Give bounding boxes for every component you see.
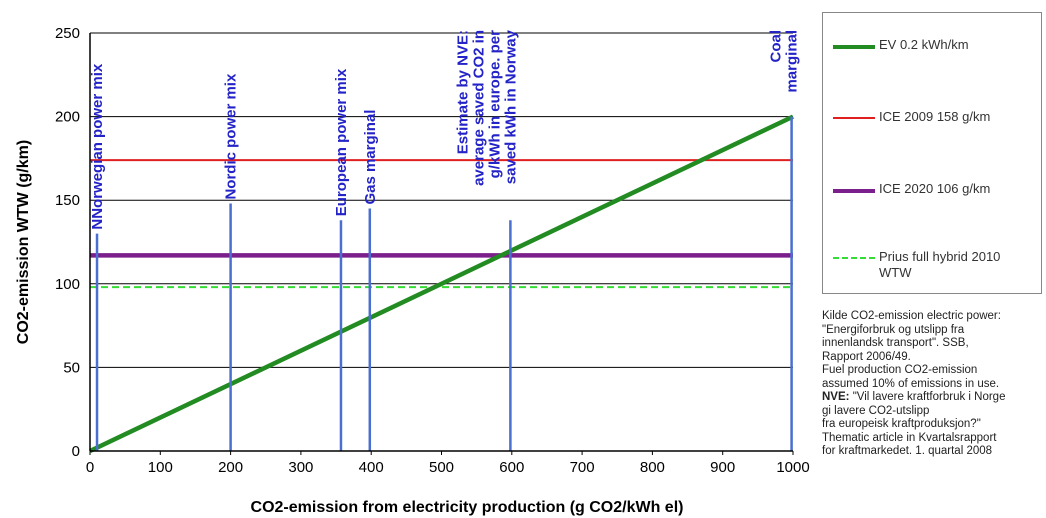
source-note-line: fra europeisk kraftproduksjon?" xyxy=(822,418,981,430)
marker-label: Estimate by NVE: xyxy=(454,30,471,154)
x-axis-title: CO2-emission from electricity production… xyxy=(251,499,684,516)
x-tick-label: 0 xyxy=(86,459,94,476)
x-tick-label: 800 xyxy=(640,459,665,476)
legend-swatch-ev xyxy=(833,45,875,49)
x-tick-label: 200 xyxy=(218,459,243,476)
source-note-line: NVE: "Vil lavere kraftforbruk i Norge xyxy=(822,391,1044,405)
source-note-text: "Vil lavere kraftforbruk i Norge xyxy=(852,391,1006,403)
series-layer xyxy=(89,114,794,454)
x-tick-label: 400 xyxy=(359,459,384,476)
legend-label: ICE 2009 158 g/km xyxy=(879,109,991,124)
x-tick-label: 300 xyxy=(288,459,313,476)
source-note-line: Rapport 2006/49. xyxy=(822,350,911,363)
legend-item-ev: EV 0.2 kWh/km xyxy=(833,37,1029,53)
nve-prefix: NVE: xyxy=(822,391,850,403)
source-note-line: "Energiforbruk og utslipp fra xyxy=(822,323,965,336)
x-tick-label: 900 xyxy=(710,459,735,476)
y-tick-label: 150 xyxy=(55,192,80,209)
y-tick-label: 50 xyxy=(63,359,80,376)
y-tick-label: 0 xyxy=(72,443,80,460)
y-axis-title: CO2-emission WTW (g/km) xyxy=(15,140,32,344)
marker-label: NNorwegian power mix xyxy=(89,63,106,230)
grid-lines xyxy=(90,32,793,368)
source-note-line: gi lavere CO2-utslipp xyxy=(822,404,930,417)
legend-label: ICE 2020 106 g/km xyxy=(879,181,991,196)
source-note: Kilde CO2-emission electric power: "Ener… xyxy=(822,310,1044,459)
x-tick-label: 1000 xyxy=(776,459,809,476)
legend-item-ice-2020: ICE 2020 106 g/km xyxy=(833,181,1029,197)
legend-item-ice-2009: ICE 2009 158 g/km xyxy=(833,109,1029,125)
source-note-line: Fuel production CO2-emission xyxy=(822,364,978,376)
marker-label: Coal xyxy=(768,30,785,63)
source-note-line: for kraftmarkedet. 1. quartal 2008 xyxy=(822,445,993,457)
marker-label: average saved CO2 in xyxy=(470,30,487,186)
x-tick-label: 100 xyxy=(148,459,173,476)
legend-item-prius: Prius full hybrid 2010 WTW xyxy=(833,249,1029,281)
source-note-line: assumed 10% of emissions in use. xyxy=(822,377,1000,390)
y-tick-label: 100 xyxy=(55,276,80,293)
x-tick-label: 600 xyxy=(499,459,524,476)
series-line xyxy=(89,114,794,454)
legend: EV 0.2 kWh/km ICE 2009 158 g/km ICE 2020… xyxy=(822,12,1042,294)
y-tick-label: 250 xyxy=(55,25,80,42)
marker-label: European power mix xyxy=(333,68,350,216)
marker-label: g/kWh in europe. per xyxy=(486,30,503,179)
marker-layer: NNorwegian power mix Nordic power mix Euro… xyxy=(89,29,801,451)
source-note-line: Kilde CO2-emission electric power: xyxy=(822,310,1001,322)
legend-label: EV 0.2 kWh/km xyxy=(879,37,969,52)
x-tick-label: 700 xyxy=(570,459,595,476)
marker-label: saved kWh in Norway xyxy=(502,29,519,184)
x-tick-label: 500 xyxy=(429,459,454,476)
legend-label: Prius full hybrid 2010 WTW xyxy=(879,249,1001,280)
marker-label: marginal xyxy=(784,30,801,93)
axes: 0 50 100 150 200 250 0 100 200 300 400 500 600 700 800… xyxy=(55,25,810,476)
legend-swatch-ice-2009 xyxy=(833,117,875,119)
source-note-line: Thematic article in Kvartalsrapport xyxy=(822,431,997,444)
source-note-line: innenlandsk transport". SSB, xyxy=(822,337,969,349)
y-tick-label: 200 xyxy=(55,109,80,126)
marker-label: Gas marginal xyxy=(362,110,379,205)
legend-swatch-ice-2020 xyxy=(833,189,875,193)
marker-label: Nordic power mix xyxy=(223,73,240,200)
legend-swatch-prius xyxy=(833,257,875,259)
